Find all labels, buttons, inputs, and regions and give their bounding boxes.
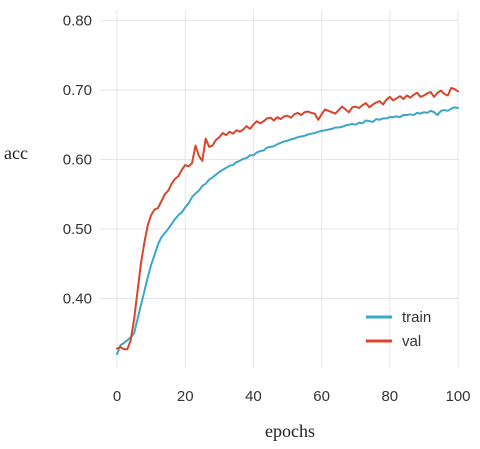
x-tick-label: 40 — [245, 388, 262, 405]
y-tick-label: 0.60 — [63, 151, 92, 168]
x-gridlines — [116, 10, 459, 368]
legend: train val — [366, 309, 431, 350]
y-gridlines — [100, 19, 458, 299]
legend-label-val: val — [402, 333, 421, 350]
y-tick-labels: 0.40 0.50 0.60 0.70 0.80 — [63, 12, 92, 307]
y-tick-label: 0.70 — [63, 82, 92, 99]
series-line-train — [116, 106, 459, 356]
y-tick-label: 0.40 — [63, 290, 92, 307]
x-axis-title: epochs — [265, 421, 315, 441]
x-tick-label: 60 — [313, 388, 330, 405]
legend-label-train: train — [402, 309, 431, 326]
x-tick-labels: 0 20 40 60 80 100 — [113, 388, 471, 405]
y-axis-title: acc — [4, 143, 28, 163]
y-tick-label: 0.50 — [63, 221, 92, 238]
series-layer — [116, 86, 459, 356]
y-tick-label: 0.80 — [63, 12, 92, 29]
series-line-val — [116, 86, 459, 351]
x-tick-label: 0 — [113, 388, 121, 405]
x-tick-label: 20 — [177, 388, 194, 405]
x-tick-label: 80 — [381, 388, 398, 405]
x-tick-label: 100 — [445, 388, 470, 405]
